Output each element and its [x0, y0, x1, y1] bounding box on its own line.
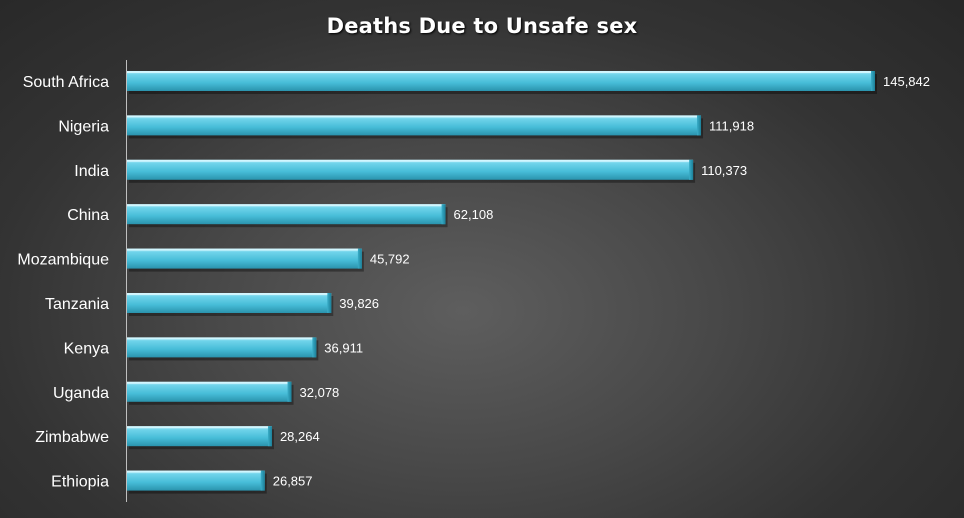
- category-label: China: [67, 207, 109, 224]
- data-label: 28,264: [280, 429, 320, 444]
- bar-highlight: [127, 470, 261, 473]
- category-label: Zimbabwe: [35, 429, 109, 446]
- bar-end-cap: [287, 381, 292, 402]
- data-label: 39,826: [339, 296, 379, 311]
- bar-highlight: [127, 337, 313, 340]
- bar: [127, 470, 267, 494]
- bar-end-cap: [357, 248, 362, 269]
- bar-end-cap: [267, 426, 272, 447]
- bar-end-cap: [697, 115, 702, 136]
- category-label: Kenya: [64, 340, 109, 357]
- bar-highlight: [127, 204, 442, 207]
- bar-end-cap: [260, 470, 265, 491]
- bar: [127, 204, 448, 228]
- bar-highlight: [127, 159, 690, 162]
- bar-end-cap: [441, 204, 446, 225]
- data-label: 110,373: [701, 163, 747, 178]
- category-label: Tanzania: [45, 296, 109, 313]
- bar: [127, 426, 274, 450]
- bar: [127, 337, 319, 361]
- bar: [127, 71, 877, 94]
- bar-highlight: [127, 426, 268, 429]
- bar-body: [127, 71, 875, 91]
- category-label: Ethiopia: [51, 474, 109, 491]
- bar-body: [127, 470, 265, 491]
- bar-highlight: [127, 248, 358, 251]
- bar-end-cap: [327, 293, 332, 313]
- category-label: Uganda: [53, 385, 109, 402]
- data-label: 145,842: [883, 74, 930, 89]
- data-label: 62,108: [454, 207, 494, 222]
- bar-body: [127, 248, 362, 269]
- data-label: 32,078: [300, 385, 340, 400]
- bar: [127, 293, 334, 316]
- data-label: 45,792: [370, 252, 410, 267]
- category-label: India: [74, 163, 109, 180]
- bar-end-cap: [312, 337, 317, 358]
- bar-body: [127, 115, 702, 136]
- bar-highlight: [127, 115, 698, 118]
- bar-body: [127, 337, 317, 358]
- chart-title: Deaths Due to Unsafe sex: [326, 14, 638, 38]
- bar-highlight: [127, 71, 871, 73]
- bar: [127, 248, 364, 272]
- bar-body: [127, 159, 694, 180]
- data-label: 111,918: [709, 118, 754, 133]
- category-label: South Africa: [23, 74, 109, 91]
- bar: [127, 159, 696, 183]
- bar-highlight: [127, 381, 288, 384]
- bar-body: [127, 381, 292, 402]
- data-label: 26,857: [273, 474, 313, 489]
- bar-end-cap: [689, 159, 694, 180]
- bar-body: [127, 426, 272, 447]
- bar-body: [127, 293, 332, 313]
- category-label: Nigeria: [58, 118, 109, 135]
- bar-body: [127, 204, 446, 225]
- bar-end-cap: [871, 71, 875, 91]
- bar-highlight: [127, 293, 328, 295]
- data-label: 36,911: [324, 340, 363, 355]
- category-label: Mozambique: [17, 252, 109, 269]
- bar: [127, 115, 704, 139]
- bar: [127, 381, 294, 405]
